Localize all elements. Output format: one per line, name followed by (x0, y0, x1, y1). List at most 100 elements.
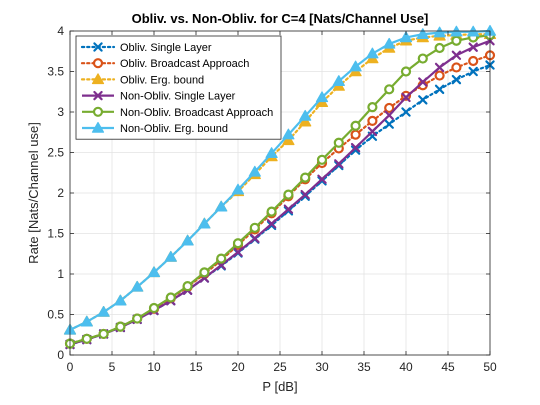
data-point (416, 28, 429, 39)
data-point (332, 75, 345, 86)
y-tick-label: 2 (57, 186, 64, 200)
data-point (317, 174, 327, 184)
data-point (233, 247, 243, 257)
data-point (349, 60, 362, 72)
data-point (282, 134, 295, 146)
legend-marker (92, 58, 104, 69)
data-point (148, 302, 160, 314)
x-tick-label: 25 (273, 360, 287, 374)
legend-item: Non-Obliv. Single Layer (82, 91, 236, 103)
data-point (433, 26, 446, 38)
legend-label: Obliv. Single Layer (120, 42, 212, 54)
data-point (334, 160, 344, 171)
data-point (265, 147, 278, 159)
ticks: 0 5 10 15 20 25 30 35 40 45 50 0 0.5 1 1.5 2 2.5 3 3.5 4 (47, 24, 497, 374)
y-axis-label: Rate [Nats/Channel use] (26, 122, 41, 264)
data-point (248, 165, 261, 177)
data-point (300, 189, 310, 200)
data-point (451, 35, 462, 46)
data-point (383, 37, 396, 49)
x-tick-label: 35 (357, 360, 371, 374)
data-point (300, 172, 311, 183)
y-tick-label: 1 (57, 267, 64, 281)
data-point (334, 159, 344, 169)
data-point (434, 62, 445, 73)
data-point (232, 238, 244, 249)
data-point (132, 313, 143, 324)
data-point (367, 115, 378, 127)
data-point (451, 74, 462, 85)
data-point (181, 234, 194, 246)
data-point (80, 315, 93, 327)
data-point (266, 219, 277, 229)
data-point (367, 126, 378, 137)
legend-item: Non-Obliv. Erg. bound (82, 121, 228, 135)
data-point (333, 137, 344, 148)
legend-box (75, 35, 282, 140)
x-tick-label: 20 (231, 360, 245, 374)
x-tick-label: 0 (67, 360, 74, 374)
y-tick-label: 1.5 (47, 227, 64, 241)
legend-marker (91, 73, 105, 85)
legend-marker (91, 121, 105, 133)
data-point (198, 217, 211, 229)
data-point (283, 189, 294, 200)
legend-label: Obliv. Erg. bound (120, 74, 204, 86)
data-point (417, 53, 428, 64)
legend-item: Non-Obliv. Broadcast Approach (82, 106, 273, 119)
data-point (299, 115, 312, 127)
data-point (468, 66, 478, 77)
legend-label: Non-Obliv. Broadcast Approach (120, 107, 273, 119)
data-point (418, 77, 428, 87)
data-point (468, 42, 478, 52)
data-point (400, 66, 412, 77)
legend-item: Obliv. Broadcast Approach (80, 58, 249, 70)
y-tick-label: 4 (57, 24, 64, 38)
data-point (418, 95, 428, 105)
data-point (434, 70, 445, 81)
series-layer (63, 24, 497, 350)
x-tick-label: 30 (315, 360, 329, 374)
data-point (114, 294, 127, 306)
data-point (384, 110, 394, 120)
data-point (282, 128, 295, 140)
legend-item: Obliv. Erg. bound (80, 73, 204, 86)
x-tick-label: 10 (147, 360, 161, 374)
data-point (199, 267, 210, 278)
data-point (315, 91, 329, 103)
x-tick-label: 40 (399, 360, 413, 374)
data-point (182, 281, 193, 292)
y-tick-label: 0 (57, 348, 64, 362)
legend-marker (93, 42, 103, 52)
data-point (147, 266, 161, 278)
data-point (451, 62, 462, 73)
data-point (384, 102, 395, 114)
data-point (350, 145, 361, 155)
data-point (164, 250, 177, 262)
data-point (316, 154, 328, 165)
legend-item: Obliv. Single Layer (80, 42, 212, 54)
data-point (350, 129, 361, 140)
x-axis-label: P [dB] (262, 379, 297, 394)
y-tick-label: 3.5 (47, 65, 64, 79)
data-point (367, 102, 378, 113)
data-point (97, 305, 110, 317)
data-point (98, 328, 109, 340)
data-point (434, 42, 445, 54)
legend-label: Non-Obliv. Erg. bound (120, 123, 228, 135)
data-point (401, 107, 411, 117)
data-point (299, 109, 312, 121)
data-point (468, 55, 479, 67)
y-tick-label: 0.5 (47, 308, 64, 322)
x-tick-label: 15 (189, 360, 203, 374)
y-tick-label: 3 (57, 105, 64, 119)
data-point (451, 50, 462, 61)
legend-marker (92, 106, 104, 117)
legend-marker (93, 90, 103, 101)
data-point (81, 333, 92, 344)
x-tick-label: 5 (109, 360, 116, 374)
data-point (384, 119, 394, 129)
legend: Obliv. Single Layer Obliv. Broadcast Appr… (75, 35, 282, 140)
data-point (115, 321, 126, 332)
